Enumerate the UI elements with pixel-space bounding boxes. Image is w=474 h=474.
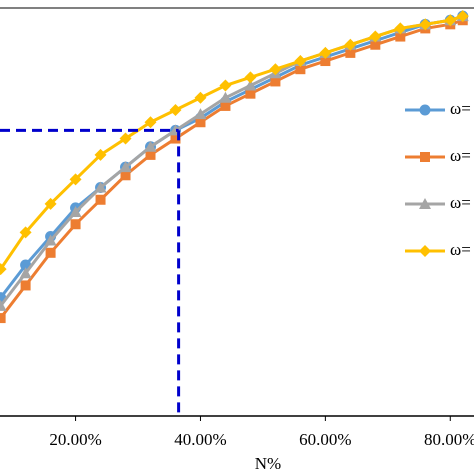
x-axis-label: N% bbox=[255, 454, 281, 473]
data-point bbox=[70, 219, 81, 230]
data-point bbox=[44, 197, 57, 210]
data-point bbox=[95, 194, 106, 205]
series-line bbox=[0, 14, 464, 307]
data-point bbox=[219, 91, 232, 103]
data-point bbox=[0, 313, 6, 324]
data-point bbox=[45, 247, 56, 258]
data-point bbox=[0, 299, 7, 311]
data-point bbox=[69, 173, 82, 186]
data-point bbox=[20, 280, 31, 291]
data-point bbox=[345, 47, 356, 58]
data-point bbox=[370, 39, 381, 50]
data-point bbox=[394, 22, 407, 35]
data-point bbox=[244, 71, 257, 84]
data-point bbox=[270, 76, 281, 87]
data-point bbox=[244, 79, 257, 91]
data-point bbox=[144, 116, 157, 129]
data-point bbox=[419, 18, 432, 31]
x-tick-label: 60.00% bbox=[299, 430, 351, 449]
data-point bbox=[219, 79, 232, 92]
data-point bbox=[194, 91, 207, 104]
data-point bbox=[456, 10, 469, 23]
data-point bbox=[344, 38, 357, 51]
data-point bbox=[19, 267, 32, 279]
legend-marker bbox=[419, 198, 431, 209]
data-point bbox=[94, 148, 107, 161]
data-point bbox=[19, 226, 32, 239]
data-point bbox=[145, 149, 156, 160]
plot-area bbox=[0, 10, 469, 324]
data-point bbox=[319, 46, 332, 59]
data-point bbox=[269, 63, 282, 76]
data-point bbox=[69, 206, 82, 217]
data-point bbox=[294, 55, 307, 68]
data-point bbox=[444, 14, 457, 27]
data-point bbox=[195, 117, 206, 128]
data-point bbox=[144, 140, 157, 152]
legend-label: ω= bbox=[450, 99, 471, 118]
data-point bbox=[94, 181, 107, 193]
data-point bbox=[295, 64, 306, 75]
data-point bbox=[119, 132, 132, 145]
legend-label: ω= bbox=[450, 240, 471, 259]
x-tick-label: 20.00% bbox=[49, 430, 101, 449]
data-point bbox=[119, 161, 132, 173]
x-tick-label: 40.00% bbox=[174, 430, 226, 449]
data-point bbox=[369, 30, 382, 43]
series-line bbox=[0, 18, 464, 319]
data-point bbox=[169, 104, 182, 116]
data-point bbox=[194, 108, 207, 120]
legend-marker bbox=[419, 104, 431, 116]
data-point bbox=[0, 263, 7, 276]
data-point bbox=[44, 234, 57, 246]
legend-marker bbox=[420, 152, 430, 162]
data-point bbox=[395, 31, 406, 42]
x-tick-label: 80.00% bbox=[424, 430, 474, 449]
legend-label: ω= bbox=[450, 146, 471, 165]
series-line bbox=[0, 14, 464, 299]
data-point bbox=[170, 133, 181, 144]
legend-marker bbox=[419, 245, 431, 257]
data-point bbox=[245, 88, 256, 99]
legend-label: ω= bbox=[450, 193, 471, 212]
data-point bbox=[320, 56, 331, 67]
data-point bbox=[120, 170, 131, 181]
data-point bbox=[220, 100, 231, 111]
